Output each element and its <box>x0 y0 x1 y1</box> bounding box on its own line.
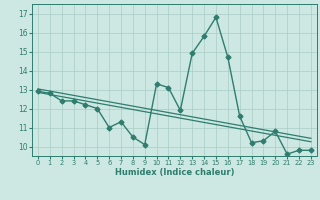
X-axis label: Humidex (Indice chaleur): Humidex (Indice chaleur) <box>115 168 234 177</box>
